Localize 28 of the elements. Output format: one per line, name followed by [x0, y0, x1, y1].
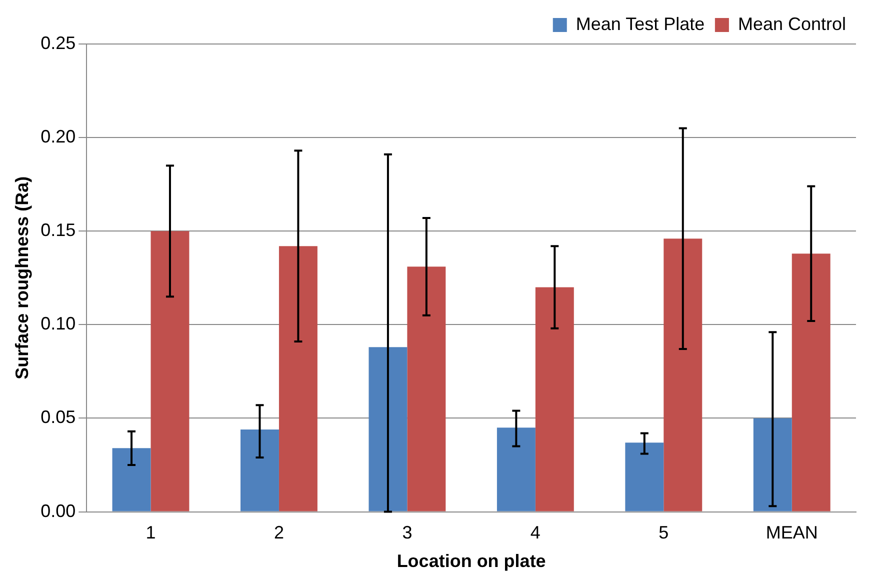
- y-tick-label: 0.15: [40, 220, 76, 240]
- bar: [240, 429, 279, 512]
- x-tick-label: 5: [658, 522, 669, 543]
- x-tick-label: 1: [146, 522, 156, 543]
- bar: [535, 287, 574, 512]
- bar: [150, 231, 190, 512]
- bar: [664, 238, 702, 512]
- y-tick-label: 0.10: [40, 314, 76, 334]
- y-tick-label: 0.20: [40, 126, 76, 147]
- bar: [496, 428, 536, 512]
- bar: [278, 246, 318, 512]
- legend-label: Mean Control: [738, 14, 846, 34]
- y-tick-label: 0.05: [40, 407, 76, 428]
- bar: [407, 266, 446, 512]
- x-tick-label: MEAN: [766, 522, 818, 543]
- bar: [753, 418, 792, 512]
- bar: [625, 442, 664, 512]
- bar: [792, 254, 830, 512]
- y-tick-label: 0.00: [40, 500, 76, 521]
- x-tick-label: 3: [402, 522, 412, 543]
- legend-label: Mean Test Plate: [576, 14, 705, 34]
- x-tick-label: 2: [274, 522, 284, 543]
- bar: [112, 448, 151, 512]
- x-tick-label: 4: [530, 522, 540, 543]
- bar: [368, 347, 408, 512]
- y-tick-label: 0.25: [40, 32, 76, 53]
- x-axis-title: Location on plate: [396, 551, 546, 572]
- y-axis-title: Surface roughness (Ra): [12, 176, 32, 380]
